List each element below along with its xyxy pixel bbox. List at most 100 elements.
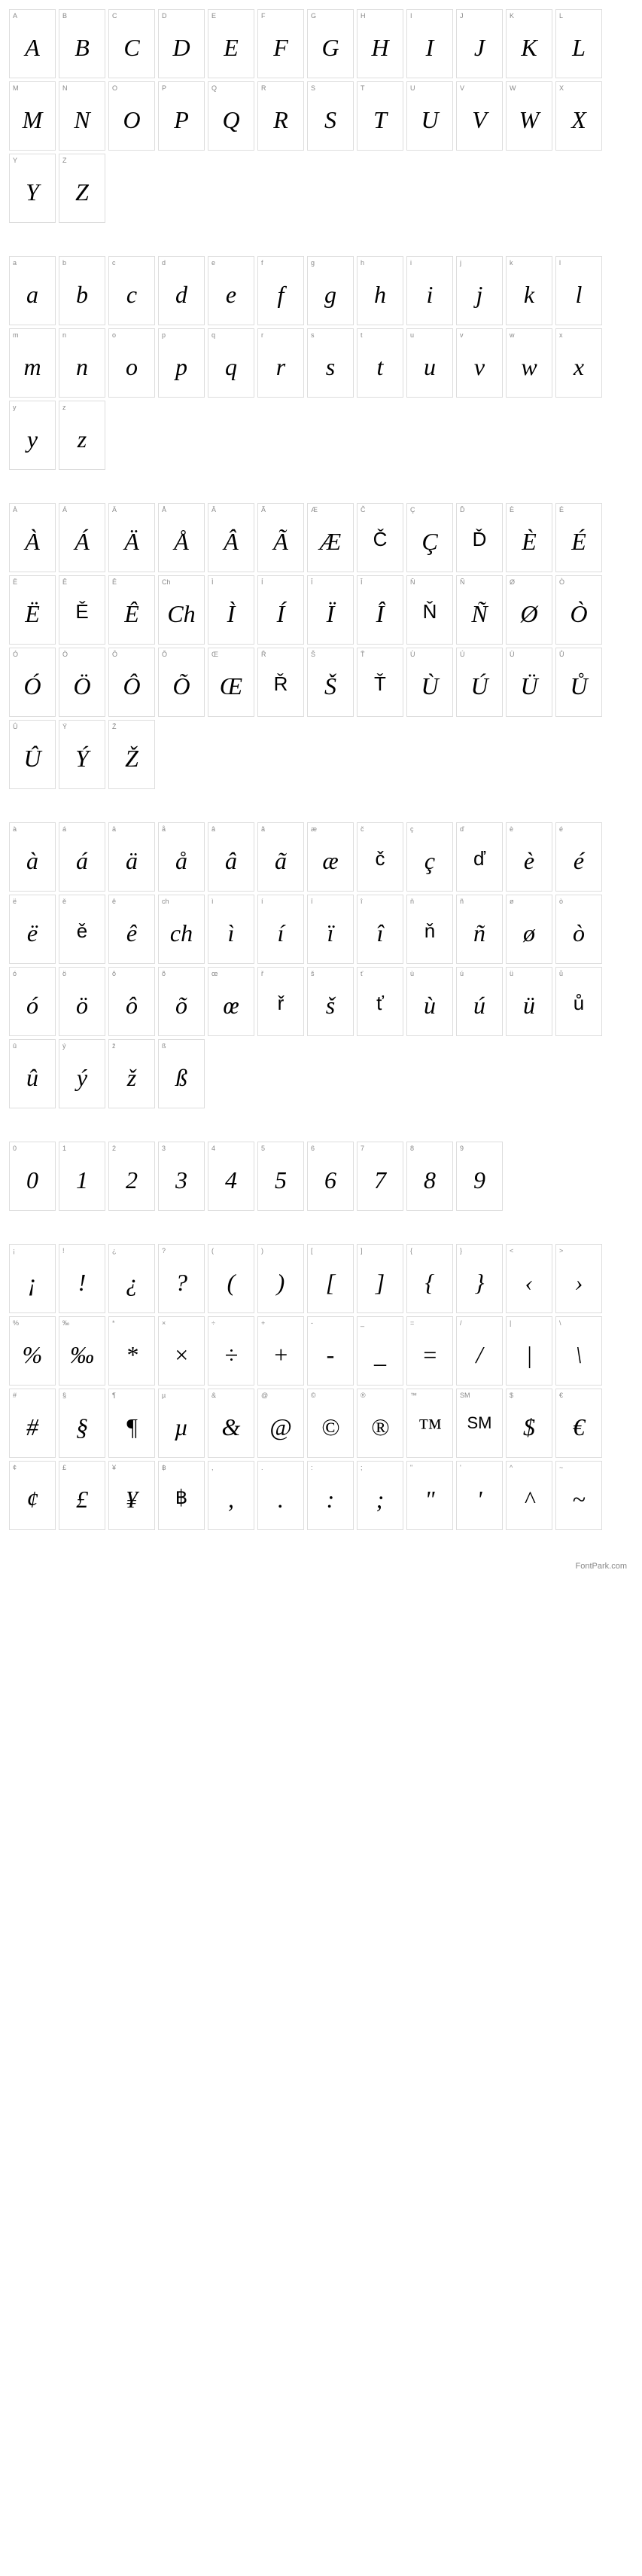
glyph-label: ň <box>410 898 414 905</box>
glyph-display: l <box>556 281 601 309</box>
glyph-cell: ùù <box>406 967 453 1036</box>
glyph-cell: }} <box>456 1244 503 1313</box>
glyph-label: ø <box>510 898 514 905</box>
glyph-display: ö <box>59 992 105 1020</box>
glyph-display: * <box>109 1341 154 1369</box>
glyph-display: š <box>308 992 353 1020</box>
glyph-cell: éé <box>555 822 602 892</box>
glyph-label: Ý <box>62 723 67 730</box>
glyph-display: ù <box>407 992 452 1020</box>
glyph-cell: -- <box>307 1316 354 1386</box>
glyph-cell: kk <box>506 256 552 325</box>
glyph-display: à <box>10 847 55 875</box>
glyph-label: € <box>559 1392 563 1399</box>
glyph-label: r <box>261 331 263 339</box>
glyph-cell: ©© <box>307 1389 354 1458</box>
glyph-display: Ò <box>556 600 601 628</box>
glyph-label: ™ <box>410 1392 417 1399</box>
glyph-cell: ŘŘ <box>257 648 304 717</box>
glyph-cell: ÍÍ <box>257 575 304 645</box>
glyph-display: D <box>159 34 204 62</box>
glyph-label: × <box>162 1319 166 1327</box>
glyph-label: 0 <box>13 1145 17 1152</box>
section-upper: AABBCCDDEEFFGGHHIIJJKKLLMMNNOOPPQQRRSSTT… <box>8 8 634 224</box>
glyph-display: Q <box>208 106 254 134</box>
glyph-cell: ll <box>555 256 602 325</box>
glyph-display: = <box>407 1341 452 1369</box>
glyph-label: Ů <box>559 651 564 658</box>
glyph-cell: ææ <box>307 822 354 892</box>
glyph-cell: UU <box>406 81 453 151</box>
glyph-display: U <box>407 106 452 134</box>
glyph-display: é <box>556 847 601 875</box>
glyph-cell: cc <box>108 256 155 325</box>
glyph-display: Ů <box>556 672 601 700</box>
glyph-cell: ãã <box>257 822 304 892</box>
section-symbols: ¡¡!!¿¿??(())[[]]{{}}<‹>›%%‰‰**××÷÷++--__… <box>8 1242 634 1532</box>
glyph-display: ; <box>358 1486 403 1514</box>
glyph-cell: ss <box>307 328 354 398</box>
glyph-label: ď <box>460 825 464 833</box>
glyph-cell: pp <box>158 328 205 398</box>
glyph-label: Ú <box>460 651 465 658</box>
glyph-cell: rr <box>257 328 304 398</box>
glyph-label: 3 <box>162 1145 166 1152</box>
glyph-label: û <box>13 1042 17 1050</box>
glyph-label: 2 <box>112 1145 116 1152</box>
glyph-display: y <box>10 425 55 453</box>
glyph-label: Z <box>62 157 67 164</box>
glyph-label: Ž <box>112 723 117 730</box>
glyph-display: d <box>159 281 204 309</box>
glyph-display: Ö <box>59 672 105 700</box>
glyph-display: Ñ <box>457 600 502 628</box>
glyph-cell: QQ <box>208 81 254 151</box>
glyph-cell: Ch Ch <box>158 575 205 645</box>
glyph-display: Š <box>308 672 353 700</box>
glyph-cell: 33 <box>158 1142 205 1211</box>
glyph-display: Ë <box>10 600 55 628</box>
glyph-display: ' <box>457 1486 502 1514</box>
glyph-label: K <box>510 12 514 20</box>
glyph-label: * <box>112 1319 115 1327</box>
glyph-display: ů <box>556 992 601 1015</box>
glyph-cell: ÎÎ <box>357 575 403 645</box>
glyph-label: ò <box>559 898 563 905</box>
glyph-label: ' <box>460 1464 461 1471</box>
glyph-display: Ch <box>159 600 204 628</box>
glyph-cell: ďď <box>456 822 503 892</box>
glyph-cell: WW <box>506 81 552 151</box>
glyph-label: $ <box>510 1392 513 1399</box>
glyph-label: ch <box>162 898 169 905</box>
glyph-cell: bb <box>59 256 105 325</box>
glyph-label: Ò <box>559 578 564 586</box>
glyph-cell: ÄÄ <box>108 503 155 572</box>
glyph-label: © <box>311 1392 316 1399</box>
glyph-cell: ]] <box>357 1244 403 1313</box>
glyph-display: h <box>358 281 403 309</box>
glyph-display: a <box>10 281 55 309</box>
glyph-cell: €€ <box>555 1389 602 1458</box>
glyph-display: ¢ <box>10 1486 55 1514</box>
glyph-label: Ch <box>162 578 171 586</box>
glyph-label: | <box>510 1319 511 1327</box>
glyph-cell: µµ <box>158 1389 205 1458</box>
glyph-display: § <box>59 1413 105 1441</box>
glyph-label: ñ <box>460 898 464 905</box>
glyph-cell: ÇÇ <box>406 503 453 572</box>
glyph-display: ÷ <box>208 1341 254 1369</box>
glyph-cell: œœ <box>208 967 254 1036</box>
glyph-cell: LL <box>555 9 602 78</box>
glyph-cell: šš <box>307 967 354 1036</box>
glyph-cell: řř <box>257 967 304 1036</box>
glyph-label: L <box>559 12 563 20</box>
glyph-display: × <box>159 1341 204 1369</box>
glyph-display: N <box>59 106 105 134</box>
glyph-display: Â <box>208 528 254 556</box>
glyph-cell: ×× <box>158 1316 205 1386</box>
glyph-cell: gg <box>307 256 354 325</box>
glyph-label: Ã <box>261 506 266 514</box>
glyph-label: Ì <box>211 578 214 586</box>
glyph-label: f <box>261 259 263 267</box>
glyph-cell: {{ <box>406 1244 453 1313</box>
glyph-display: " <box>407 1486 452 1514</box>
